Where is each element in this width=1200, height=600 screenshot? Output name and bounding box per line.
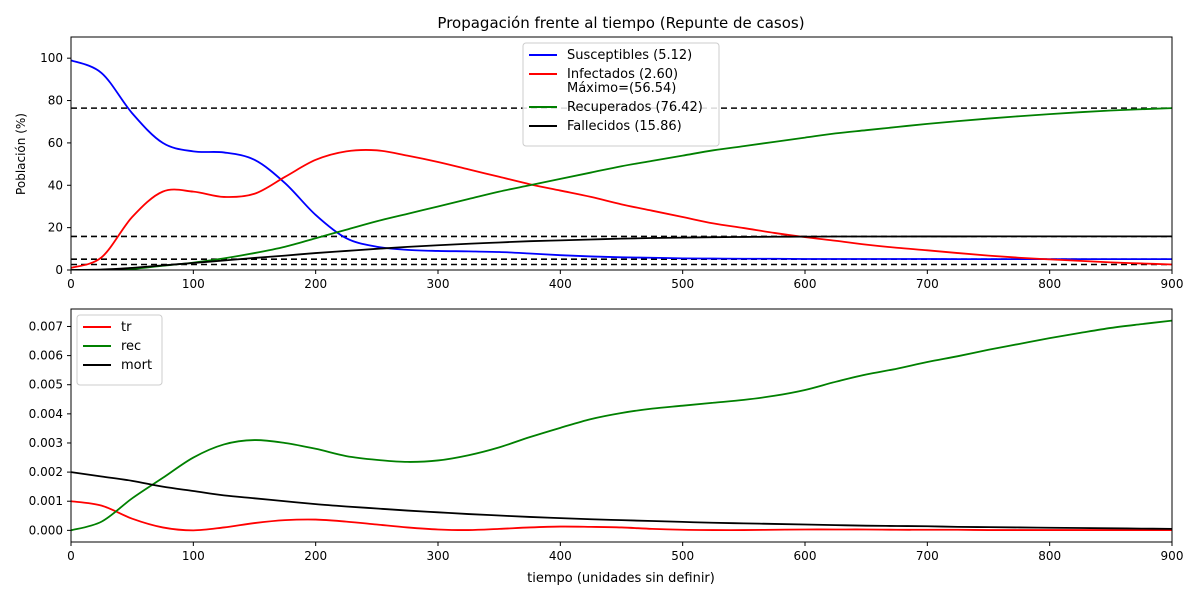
axes-frame <box>70 36 1173 271</box>
legend-label-1: Infectados (2.60) <box>567 67 678 82</box>
legend-box <box>522 42 720 147</box>
x-tick-label-3: 300 <box>427 549 450 563</box>
legend-label-2: mort <box>121 358 152 373</box>
legend-label-3: Fallecidos (15.86) <box>567 119 682 134</box>
x-tick-label-0: 0 <box>67 549 75 563</box>
series-line-0 <box>71 59 1172 261</box>
y-tick-label-3: 0.003 <box>29 436 63 450</box>
legend-label-0: tr <box>121 320 132 335</box>
axes-frame <box>70 308 1173 543</box>
y-tick-label-4: 80 <box>48 94 63 108</box>
legend-label-2: Recuperados (76.42) <box>567 100 703 115</box>
y-tick-label-1: 0.001 <box>29 494 63 508</box>
x-tick-label-1: 100 <box>182 277 205 291</box>
legend-label-1: rec <box>121 339 141 354</box>
x-tick-label-0: 0 <box>67 277 75 291</box>
x-tick-label-8: 800 <box>1038 277 1061 291</box>
plot-tasas: 0 100 200 300 400 500 600 700 800 900 0.000 0.001 0.… <box>29 308 1184 563</box>
x-tick-label-6: 600 <box>794 277 817 291</box>
x-tick-label-3: 300 <box>427 277 450 291</box>
plot-propagacion: 0 100 200 300 400 500 600 700 800 900 0 20 40 60 80 100… <box>40 36 1184 291</box>
x-tick-label-5: 500 <box>671 277 694 291</box>
x-tick-label-8: 800 <box>1038 549 1061 563</box>
y-tick-label-5: 0.005 <box>29 378 63 392</box>
legend-label-1-line1: Máximo=(56.54) <box>567 81 676 96</box>
series-line-2 <box>71 107 1172 270</box>
x-tick-label-7: 700 <box>916 277 939 291</box>
x-tick-label-4: 400 <box>549 277 572 291</box>
bottom-xlabel: tiempo (unidades sin definir) <box>527 571 715 586</box>
y-tick-label-6: 0.006 <box>29 349 63 363</box>
legend-box <box>76 314 163 386</box>
x-tick-label-9: 900 <box>1161 549 1184 563</box>
x-tick-label-7: 700 <box>916 549 939 563</box>
y-tick-label-2: 40 <box>48 178 63 192</box>
y-tick-label-2: 0.002 <box>29 465 63 479</box>
x-tick-label-9: 900 <box>1161 277 1184 291</box>
y-tick-label-7: 0.007 <box>29 319 63 333</box>
top-ylabel: Población (%) <box>14 113 28 195</box>
series-line-2 <box>71 471 1172 530</box>
y-tick-label-3: 60 <box>48 136 63 150</box>
series-line-1 <box>71 319 1172 532</box>
chart-title: Propagación frente al tiempo (Repunte de… <box>437 14 804 32</box>
y-tick-label-0: 0.000 <box>29 523 63 537</box>
x-tick-label-5: 500 <box>671 549 694 563</box>
series-line-0 <box>71 500 1172 532</box>
y-tick-label-5: 100 <box>40 51 63 65</box>
series-line-1 <box>71 149 1172 269</box>
x-tick-label-2: 200 <box>304 549 327 563</box>
y-tick-label-0: 0 <box>55 263 63 277</box>
y-tick-label-4: 0.004 <box>29 407 63 421</box>
series-line-3 <box>71 235 1172 270</box>
x-tick-label-6: 600 <box>794 549 817 563</box>
x-tick-label-4: 400 <box>549 549 572 563</box>
x-tick-label-2: 200 <box>304 277 327 291</box>
y-tick-label-1: 20 <box>48 221 63 235</box>
legend-label-0: Susceptibles (5.12) <box>567 48 692 63</box>
x-tick-label-1: 100 <box>182 549 205 563</box>
